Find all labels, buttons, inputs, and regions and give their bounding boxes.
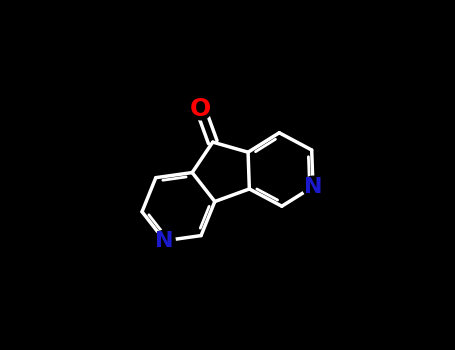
Circle shape [154,230,175,251]
Text: O: O [190,97,212,121]
Text: N: N [156,231,174,251]
Circle shape [190,99,211,120]
Circle shape [303,176,324,197]
Text: N: N [304,177,322,197]
